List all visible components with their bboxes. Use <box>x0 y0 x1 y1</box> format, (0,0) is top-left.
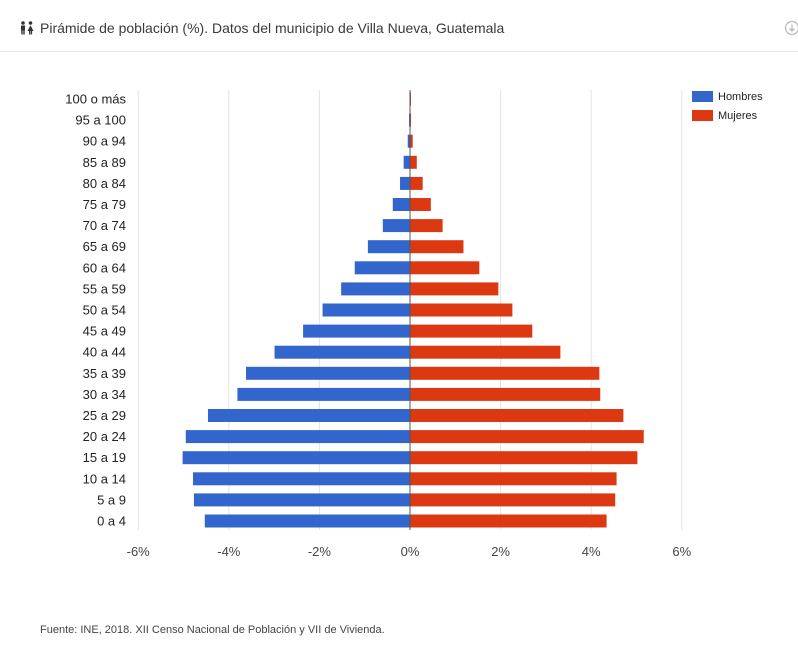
bar-hombres[interactable] <box>407 134 410 148</box>
y-tick-label: 10 a 14 <box>83 471 126 486</box>
bar-mujeres[interactable] <box>410 493 616 507</box>
y-tick-label: 35 a 39 <box>83 366 126 381</box>
y-tick-label: 55 a 59 <box>83 281 126 296</box>
y-tick-label: 80 a 84 <box>83 176 126 191</box>
y-tick-label: 0 a 4 <box>97 514 126 529</box>
bar-hombres[interactable] <box>193 493 410 507</box>
bar-mujeres[interactable] <box>410 219 443 233</box>
x-tick-label: 6% <box>672 544 691 559</box>
bar-hombres[interactable] <box>182 451 410 465</box>
bar-hombres[interactable] <box>207 409 410 422</box>
bar-mujeres[interactable] <box>410 324 533 338</box>
bar-mujeres[interactable] <box>410 366 600 380</box>
bar-mujeres[interactable] <box>410 430 644 444</box>
y-tick-label: 50 a 54 <box>83 303 126 318</box>
y-tick-label: 75 a 79 <box>83 197 126 212</box>
people-icon <box>21 21 34 35</box>
chart-header: Pirámide de población (%). Datos del mun… <box>0 0 798 52</box>
legend-label: Hombres <box>718 91 763 103</box>
y-tick-label: 90 a 94 <box>83 134 126 149</box>
bar-mujeres[interactable] <box>410 303 513 317</box>
y-tick-label: 100 o más <box>65 92 126 107</box>
x-tick-label: 4% <box>582 544 601 559</box>
bar-hombres[interactable] <box>237 387 410 401</box>
bar-mujeres[interactable] <box>410 451 638 465</box>
x-tick-label: -6% <box>127 544 151 559</box>
bar-mujeres[interactable] <box>410 409 624 422</box>
bar-mujeres[interactable] <box>410 198 431 211</box>
bar-hombres[interactable] <box>341 282 410 296</box>
y-tick-label: 20 a 24 <box>83 429 126 444</box>
y-tick-label: 15 a 19 <box>83 450 126 465</box>
y-tick-label: 30 a 34 <box>83 387 126 402</box>
x-tick-label: 2% <box>491 544 510 559</box>
y-tick-label: 60 a 64 <box>83 260 126 275</box>
y-tick-label: 25 a 29 <box>83 408 126 423</box>
page-title: Pirámide de población (%). Datos del mun… <box>40 20 505 36</box>
y-tick-label: 40 a 44 <box>83 345 126 360</box>
download-icon[interactable] <box>784 20 798 36</box>
x-tick-label: -2% <box>308 544 332 559</box>
x-tick-label: -4% <box>217 544 241 559</box>
title-wrap: Pirámide de población (%). Datos del mun… <box>19 20 504 36</box>
bar-hombres[interactable] <box>382 219 410 233</box>
bar-hombres[interactable] <box>185 430 410 444</box>
bar-hombres[interactable] <box>400 176 410 190</box>
bar-mujeres[interactable] <box>410 176 423 190</box>
y-tick-label: 5 a 9 <box>97 492 126 507</box>
legend-label: Mujeres <box>718 110 758 122</box>
bar-hombres[interactable] <box>354 261 410 275</box>
bar-mujeres[interactable] <box>410 240 464 254</box>
x-tick-label: 0% <box>401 544 420 559</box>
y-tick-label: 95 a 100 <box>75 113 126 128</box>
y-tick-label: 65 a 69 <box>83 239 126 254</box>
bar-hombres[interactable] <box>246 366 410 380</box>
bar-hombres[interactable] <box>303 324 410 338</box>
y-tick-label: 85 a 89 <box>83 155 126 170</box>
bar-mujeres[interactable] <box>410 514 607 528</box>
bar-mujeres[interactable] <box>410 155 417 169</box>
bar-mujeres[interactable] <box>410 261 480 275</box>
legend-swatch <box>692 91 713 102</box>
legend-swatch <box>692 110 713 121</box>
population-pyramid-chart: 100 o más 95 a 100 90 a 94 85 a 89 80 a 84 75… <box>65 90 763 559</box>
bar-mujeres[interactable] <box>410 387 601 401</box>
bar-hombres[interactable] <box>274 345 410 359</box>
source-note: Fuente: INE, 2018. XII Censo Nacional de… <box>40 624 385 636</box>
bar-hombres[interactable] <box>367 240 410 254</box>
y-tick-label: 45 a 49 <box>83 324 126 339</box>
bar-hombres[interactable] <box>322 303 410 317</box>
bar-hombres[interactable] <box>392 198 410 211</box>
bar-hombres[interactable] <box>204 514 410 528</box>
bar-mujeres[interactable] <box>410 282 499 296</box>
bar-mujeres[interactable] <box>410 134 413 148</box>
bar-hombres[interactable] <box>403 155 410 169</box>
bar-hombres[interactable] <box>193 472 410 486</box>
y-tick-label: 70 a 74 <box>83 218 126 233</box>
bar-mujeres[interactable] <box>410 472 617 486</box>
bar-mujeres[interactable] <box>410 345 561 359</box>
